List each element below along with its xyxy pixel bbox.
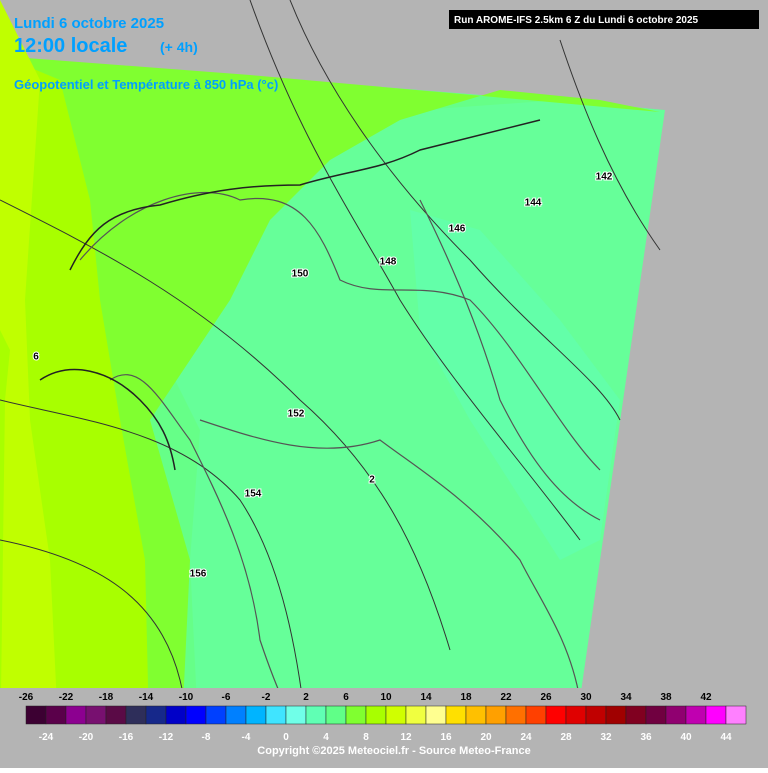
- legend-label: -2: [262, 692, 271, 703]
- legend-label: -16: [119, 732, 134, 743]
- legend-label: -20: [79, 732, 94, 743]
- color-swatch: [405, 705, 427, 725]
- color-swatch: [725, 705, 747, 725]
- color-swatch: [65, 705, 87, 725]
- legend-label: 16: [440, 732, 452, 743]
- legend-label: 2: [303, 692, 309, 703]
- color-swatch: [165, 705, 187, 725]
- legend-label: 6: [343, 692, 349, 703]
- legend-label: 42: [700, 692, 712, 703]
- color-swatch: [125, 705, 147, 725]
- contour-label: 148: [380, 257, 397, 268]
- legend-label: -14: [139, 692, 154, 703]
- legend-label: 36: [640, 732, 652, 743]
- color-swatch: [105, 705, 127, 725]
- legend-label: 40: [680, 732, 692, 743]
- legend-label: 32: [600, 732, 612, 743]
- copyright: Copyright ©2025 Meteociel.fr - Source Me…: [257, 745, 530, 757]
- color-swatch: [485, 705, 507, 725]
- color-swatch: [685, 705, 707, 725]
- color-swatch: [145, 705, 167, 725]
- isolines: [0, 0, 661, 769]
- run-info: Run AROME-IFS 2.5km 6 Z du Lundi 6 octob…: [454, 15, 699, 26]
- color-swatch: [265, 705, 287, 725]
- legend-label: 24: [520, 732, 532, 743]
- contour-label: 6: [33, 352, 39, 363]
- color-swatch: [525, 705, 547, 725]
- legend-label: -22: [59, 692, 74, 703]
- color-swatch: [345, 705, 367, 725]
- field-warm: [0, 56, 660, 768]
- legend-label: -8: [202, 732, 211, 743]
- legend-label: -18: [99, 692, 114, 703]
- date: Lundi 6 octobre 2025: [14, 15, 164, 32]
- contour-label: 156: [190, 569, 207, 580]
- legend-label: 8: [363, 732, 369, 743]
- color-swatch: [205, 705, 227, 725]
- legend-label: 22: [500, 692, 512, 703]
- color-swatch: [585, 705, 607, 725]
- legend-label: -26: [19, 692, 34, 703]
- legend-label: 4: [323, 732, 329, 743]
- color-swatch: [545, 705, 567, 725]
- color-swatch: [425, 705, 447, 725]
- legend-label: -6: [222, 692, 231, 703]
- color-swatch: [305, 705, 327, 725]
- legend-label: 20: [480, 732, 492, 743]
- color-swatch: [245, 705, 267, 725]
- legend-label: 44: [720, 732, 732, 743]
- legend-label: 10: [380, 692, 392, 703]
- contour-label: 154: [245, 489, 262, 500]
- color-swatch: [625, 705, 647, 725]
- color-swatch: [85, 705, 107, 725]
- legend-label: 0: [283, 732, 289, 743]
- time: 12:00 locale: [14, 35, 127, 57]
- legend-label: -24: [39, 732, 54, 743]
- color-swatch: [325, 705, 347, 725]
- color-swatch: [705, 705, 727, 725]
- coastline: [39, 119, 541, 471]
- legend-label: 30: [580, 692, 592, 703]
- contour-label: 2: [369, 475, 375, 486]
- legend-background: [0, 688, 768, 768]
- legend-label: 12: [400, 732, 412, 743]
- run-info-box: [449, 10, 759, 29]
- color-swatch: [285, 705, 307, 725]
- legend-label: -12: [159, 732, 174, 743]
- field-warmest: [0, 0, 60, 768]
- color-swatch: [565, 705, 587, 725]
- color-swatch: [225, 705, 247, 725]
- contour-label: 152: [288, 409, 305, 420]
- subtitle: Géopotentiel et Température à 850 hPa (°…: [14, 77, 278, 92]
- offset: (+ 4h): [160, 39, 198, 55]
- legend-label: 38: [660, 692, 672, 703]
- legend-label: 28: [560, 732, 572, 743]
- legend-label: 34: [620, 692, 632, 703]
- color-swatch: [25, 705, 47, 725]
- contour-label: 150: [292, 269, 309, 280]
- color-swatch: [505, 705, 527, 725]
- contour-label: 142: [596, 172, 613, 183]
- color-swatch: [445, 705, 467, 725]
- color-swatch: [605, 705, 627, 725]
- color-swatch: [185, 705, 207, 725]
- color-swatch: [465, 705, 487, 725]
- color-swatch: [645, 705, 667, 725]
- color-swatch: [365, 705, 387, 725]
- color-swatch: [385, 705, 407, 725]
- contour-label: 144: [525, 198, 542, 209]
- legend-label: 14: [420, 692, 432, 703]
- legend-label: 26: [540, 692, 552, 703]
- color-swatch: [665, 705, 687, 725]
- color-swatch: [45, 705, 67, 725]
- legend-label: -10: [179, 692, 194, 703]
- legend-label: -4: [242, 732, 251, 743]
- contour-label: 146: [449, 224, 466, 235]
- legend-label: 18: [460, 692, 472, 703]
